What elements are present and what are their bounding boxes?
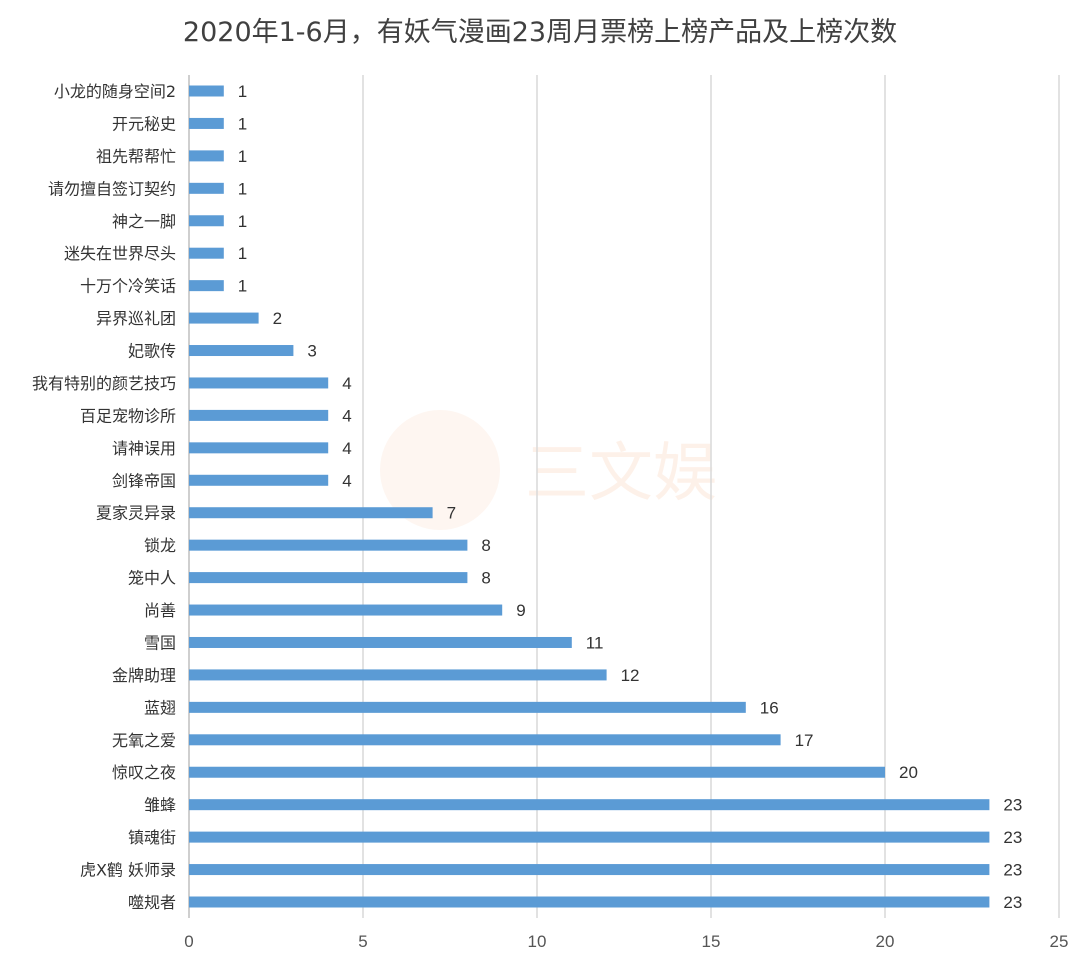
- bar: [189, 572, 468, 584]
- data-label: 2: [273, 309, 282, 328]
- bar: [189, 799, 990, 811]
- data-label: 1: [238, 277, 247, 296]
- category-label: 笼中人: [128, 569, 176, 588]
- x-tick-label: 20: [876, 932, 895, 951]
- data-label: 12: [621, 666, 640, 685]
- category-label: 祖先帮帮忙: [96, 147, 176, 166]
- x-tick-label: 0: [184, 932, 193, 951]
- data-label: 1: [238, 147, 247, 166]
- category-label: 开元秘史: [112, 114, 176, 133]
- bar: [189, 280, 224, 292]
- bar: [189, 604, 503, 616]
- bar: [189, 864, 990, 876]
- data-label: 16: [760, 698, 779, 717]
- bar: [189, 766, 885, 778]
- bar: [189, 474, 329, 486]
- category-label: 锁龙: [144, 536, 176, 555]
- category-label: 惊叹之夜: [112, 763, 176, 782]
- bars: [189, 85, 990, 908]
- watermark: 三文娱: [380, 410, 717, 530]
- category-label: 小龙的随身空间2: [54, 82, 176, 101]
- x-tick-label: 10: [528, 932, 547, 951]
- data-label: 1: [238, 212, 247, 231]
- category-label: 金牌助理: [112, 666, 176, 685]
- category-label: 夏家灵异录: [96, 504, 176, 523]
- bar: [189, 831, 990, 843]
- bar: [189, 117, 224, 129]
- data-label: 4: [342, 471, 351, 490]
- bar: [189, 247, 224, 259]
- category-label: 剑锋帝国: [112, 471, 176, 490]
- bar: [189, 669, 607, 681]
- data-label: 9: [516, 601, 525, 620]
- bar: [189, 409, 329, 421]
- data-label: 23: [1003, 796, 1022, 815]
- bar: [189, 539, 468, 551]
- data-label: 8: [481, 569, 490, 588]
- x-tick-label: 15: [702, 932, 721, 951]
- data-label: 23: [1003, 828, 1022, 847]
- x-tick-label: 25: [1050, 932, 1069, 951]
- category-label: 雪国: [144, 633, 176, 652]
- data-label: 3: [307, 342, 316, 361]
- data-label: 1: [238, 82, 247, 101]
- category-label: 百足宠物诊所: [80, 406, 176, 425]
- data-label: 4: [342, 406, 351, 425]
- bar: [189, 636, 572, 648]
- bar: [189, 312, 259, 324]
- bar: [189, 345, 294, 357]
- data-label: 1: [238, 244, 247, 263]
- category-label: 虎X鹤 妖师录: [80, 861, 176, 880]
- category-label: 噬规者: [128, 893, 176, 912]
- data-label: 17: [795, 731, 814, 750]
- category-label: 请神误用: [112, 439, 176, 458]
- data-label: 23: [1003, 861, 1022, 880]
- data-label: 8: [481, 536, 490, 555]
- category-label: 神之一脚: [112, 212, 176, 231]
- data-label: 20: [899, 763, 918, 782]
- category-label: 雏蜂: [144, 796, 176, 815]
- data-label: 11: [586, 633, 604, 652]
- watermark-logo-icon: [380, 410, 500, 530]
- data-label: 4: [342, 374, 351, 393]
- category-label: 请勿擅自签订契约: [48, 179, 176, 198]
- bar: [189, 507, 433, 519]
- category-label: 蓝翅: [144, 698, 176, 717]
- watermark-text: 三文娱: [525, 437, 717, 511]
- bar: [189, 701, 746, 713]
- data-label: 4: [342, 439, 351, 458]
- x-tick-label: 5: [358, 932, 367, 951]
- category-label: 妃歌传: [128, 342, 176, 361]
- bar: [189, 442, 329, 454]
- data-label: 23: [1003, 893, 1022, 912]
- category-labels: 小龙的随身空间2 开元秘史祖先帮帮忙请勿擅自签订契约神之一脚迷失在世界尽头十万个冷…: [32, 82, 176, 912]
- category-label: 异界巡礼团: [96, 309, 176, 328]
- data-label: 7: [447, 504, 456, 523]
- bar: [189, 85, 224, 97]
- chart-title: 2020年1-6月，有妖气漫画23周月票榜上榜产品及上榜次数: [182, 17, 898, 48]
- data-label: 1: [238, 114, 247, 133]
- category-label: 尚善: [144, 601, 176, 620]
- data-label: 1: [238, 179, 247, 198]
- category-label: 我有特别的颜艺技巧: [32, 374, 176, 393]
- category-label: 十万个冷笑话: [80, 277, 176, 296]
- bar: [189, 377, 329, 389]
- bar: [189, 182, 224, 194]
- bar: [189, 215, 224, 227]
- bar: [189, 150, 224, 162]
- x-axis-ticks: 0 5 10 15 20 25: [184, 932, 1068, 951]
- category-label: 无氧之爱: [112, 731, 176, 750]
- category-label: 迷失在世界尽头: [64, 244, 176, 263]
- bar: [189, 734, 781, 746]
- category-label: 镇魂街: [128, 828, 176, 847]
- bar: [189, 896, 990, 908]
